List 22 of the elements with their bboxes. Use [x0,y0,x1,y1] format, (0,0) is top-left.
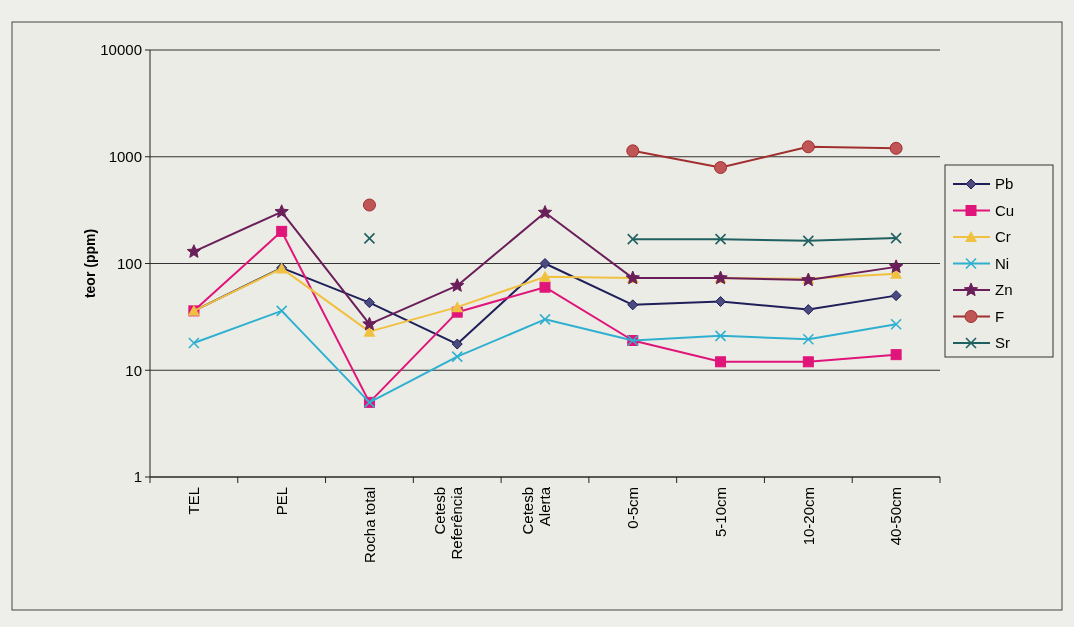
x-tick-label: TEL [185,487,203,515]
x-tick-label: Cetesb Alerta [519,486,554,535]
legend-label: Cr [995,228,1011,246]
x-tick-label: 40-50cm [887,487,905,546]
legend-label: F [995,307,1005,325]
y-axis-title: teor (ppm) [82,228,98,299]
y-tick-label: 1000 [108,148,142,165]
x-tick-label: 5-10cm [711,487,729,538]
legend-label: Zn [995,281,1013,299]
x-tick-label: 10-20cm [799,487,817,546]
y-tick-label: 100 [116,254,142,272]
legend-label: Cu [995,201,1015,219]
x-tick-label: PEL [272,487,290,516]
x-tick-label: 0-5cm [624,487,642,529]
legend-label: Sr [995,334,1010,352]
x-tick-label: Cetesb Referência [431,486,466,560]
x-tick-label: Rocha total [360,487,378,563]
y-tick-label: 10 [125,361,142,379]
y-tick-label: 10000 [100,41,142,59]
y-tick-label: 1 [133,468,142,486]
legend-label: Pb [995,175,1014,193]
legend-label: Ni [995,254,1010,272]
